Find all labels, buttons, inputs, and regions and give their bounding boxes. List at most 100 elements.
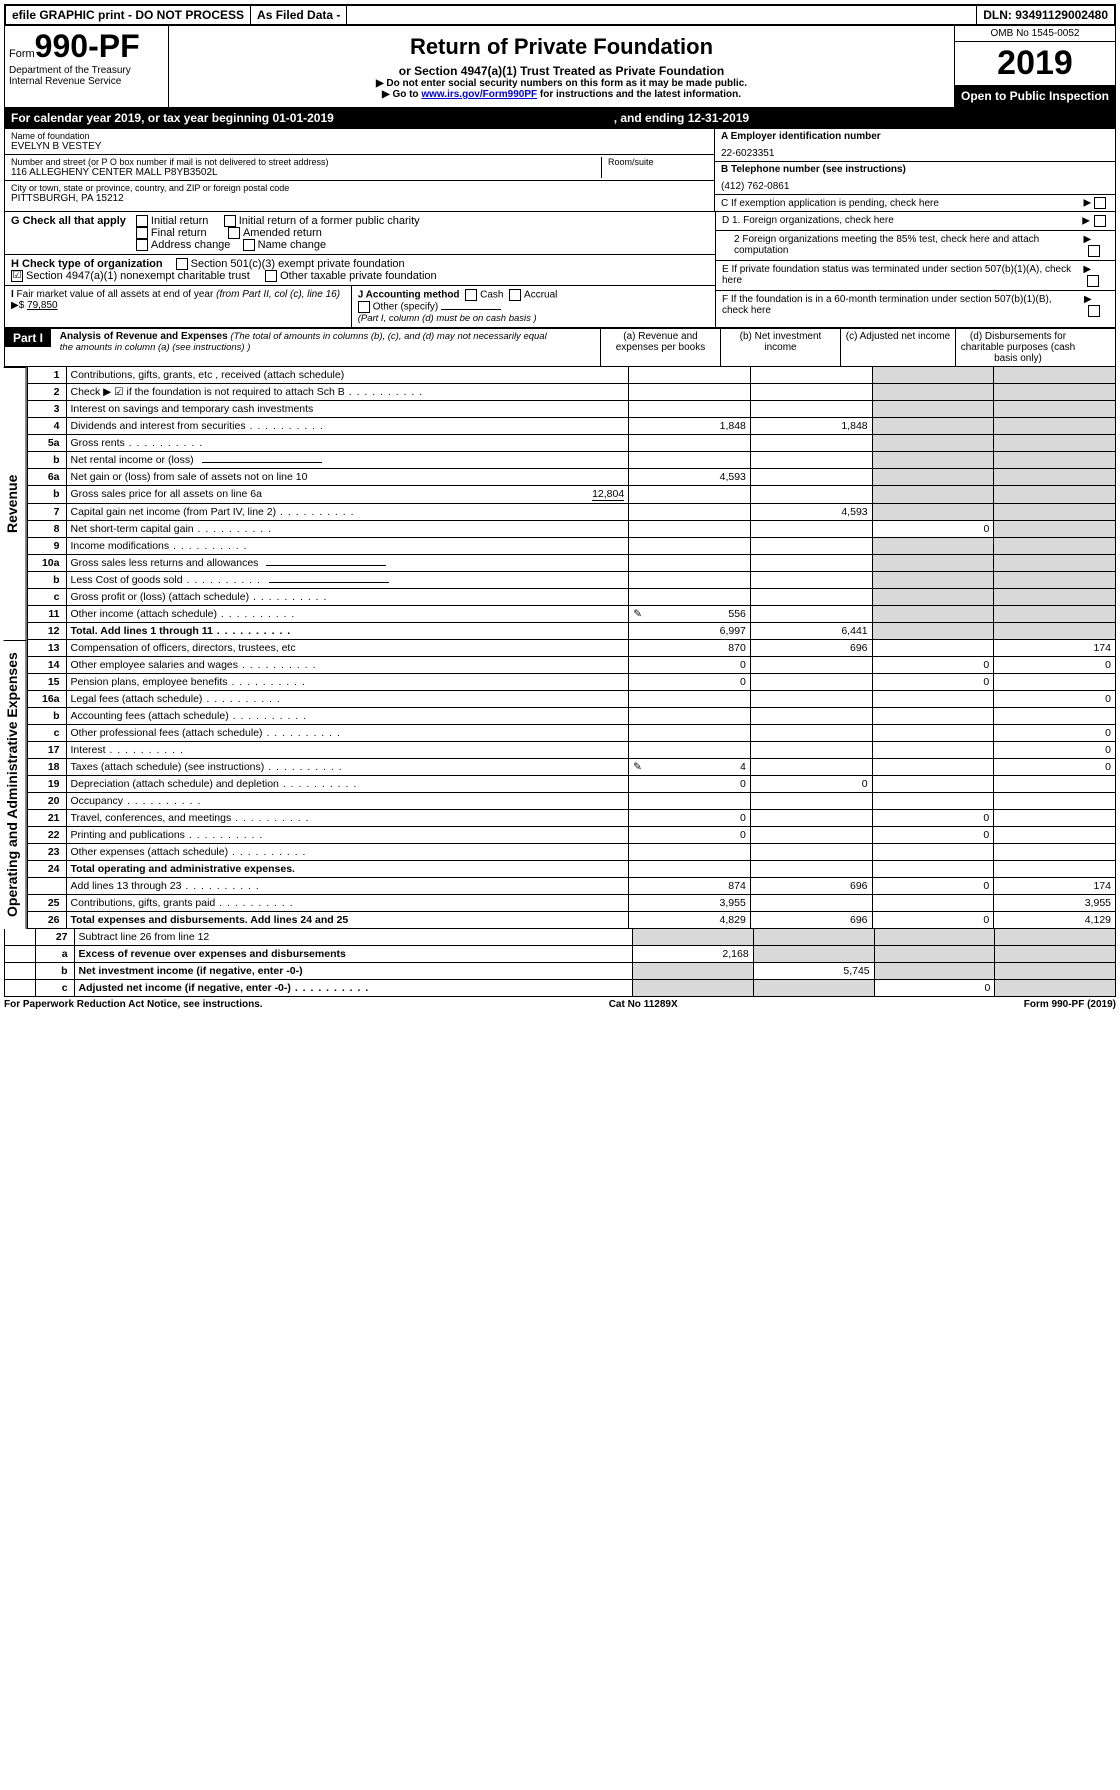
row-num: 12 [27, 623, 66, 640]
col-c-cell [874, 929, 995, 946]
f-chk[interactable] [1088, 305, 1100, 317]
col-d-header: (d) Disbursements for charitable purpose… [956, 329, 1080, 366]
g-chk-final[interactable] [136, 227, 148, 239]
col-a-cell: ✎4 [629, 759, 751, 776]
h-chk-4947[interactable]: ☑ [11, 270, 23, 282]
col-c-cell [872, 844, 994, 861]
col-b-cell [750, 555, 872, 572]
col-b-cell: 6,441 [750, 623, 872, 640]
spacer-cell [5, 946, 36, 963]
j-cash-chk[interactable] [465, 289, 477, 301]
dln-value: 93491129002480 [1015, 8, 1108, 22]
row-desc: Subtract line 26 from line 12 [74, 929, 632, 946]
table-row: bNet rental income or (loss) [27, 452, 1115, 469]
footer-right-a: Form [1024, 999, 1052, 1010]
g-h-i-j-block: G Check all that apply Initial return In… [4, 212, 1116, 328]
e-label: E If private foundation status was termi… [722, 264, 1079, 286]
col-c-cell [872, 861, 994, 878]
j-accrual-chk[interactable] [509, 289, 521, 301]
left-ghij: G Check all that apply Initial return In… [5, 212, 716, 327]
col-c-cell: 0 [872, 912, 994, 929]
row-num: b [27, 572, 66, 589]
col-a-cell [629, 538, 751, 555]
c-checkbox[interactable] [1094, 197, 1106, 209]
col-c-cell: 0 [872, 674, 994, 691]
g-chk-initial[interactable] [136, 215, 148, 227]
irs-link[interactable]: www.irs.gov/Form990PF [421, 89, 537, 100]
row-desc: Gross rents [66, 435, 629, 452]
col-a-cell: 6,997 [629, 623, 751, 640]
asfiled-label: As Filed Data - [251, 6, 347, 24]
col-a-cell [632, 929, 753, 946]
col-b-cell [750, 844, 872, 861]
row-num: 18 [27, 759, 66, 776]
footer: For Paperwork Reduction Act Notice, see … [4, 997, 1116, 1012]
d1-chk[interactable] [1094, 215, 1106, 227]
row-desc: Accounting fees (attach schedule) [66, 708, 629, 725]
phone-label: B Telephone number (see instructions) [721, 164, 906, 175]
e-chk[interactable] [1087, 275, 1099, 287]
col-d-cell [994, 521, 1116, 538]
row-desc: Gross sales price for all assets on line… [66, 486, 629, 504]
col-c-cell [872, 504, 994, 521]
col-c-cell [872, 384, 994, 401]
row-num: 10a [27, 555, 66, 572]
efile-label: efile GRAPHIC print - DO NOT PROCESS [6, 6, 251, 24]
table-row: 22Printing and publications00 [27, 827, 1115, 844]
col-c-cell [872, 606, 994, 623]
h-opt3: Other taxable private foundation [280, 270, 437, 282]
d2-chk[interactable] [1088, 245, 1100, 257]
row-desc: Income modifications [66, 538, 629, 555]
row-desc: Total operating and administrative expen… [66, 861, 629, 878]
h-chk-other[interactable] [265, 270, 277, 282]
col-d-cell [994, 538, 1116, 555]
col-a-cell [629, 589, 751, 606]
col-b-cell [753, 929, 874, 946]
col-d-cell: 3,955 [994, 895, 1116, 912]
dln-label: DLN: [983, 8, 1012, 22]
row-num: 16a [27, 691, 66, 708]
col-b-cell [750, 384, 872, 401]
row-desc: Net rental income or (loss) [66, 452, 629, 469]
col-c-cell: 0 [872, 827, 994, 844]
col-b-cell [750, 759, 872, 776]
info-right: A Employer identification number 22-6023… [715, 129, 1115, 211]
i-cell: I Fair market value of all assets at end… [5, 286, 352, 327]
table-row: 13Compensation of officers, directors, t… [27, 640, 1115, 657]
col-a-cell [629, 521, 751, 538]
col-d-cell [995, 963, 1116, 980]
table-row: 16aLegal fees (attach schedule)0 [27, 691, 1115, 708]
row-num: 25 [27, 895, 66, 912]
subtitle: or Section 4947(a)(1) Trust Treated as P… [173, 64, 950, 78]
col-a-cell [632, 980, 753, 997]
g-chk-amended[interactable] [228, 227, 240, 239]
g-chk-name[interactable] [243, 239, 255, 251]
row-desc: Adjusted net income (if negative, enter … [74, 980, 632, 997]
row-desc: Less Cost of goods sold [66, 572, 629, 589]
footer-right-c: (2019) [1084, 999, 1116, 1010]
table-row: 24Total operating and administrative exp… [27, 861, 1115, 878]
row-num: 26 [27, 912, 66, 929]
expense-table: 13Compensation of officers, directors, t… [27, 640, 1116, 929]
expense-label: Operating and Administrative Expenses [4, 640, 27, 929]
col-d-cell: 4,129 [994, 912, 1116, 929]
row-desc: Printing and publications [66, 827, 629, 844]
col-c-cell [872, 708, 994, 725]
footer-right: Form 990-PF (2019) [1024, 999, 1116, 1010]
pencil-icon: ✎ [633, 761, 642, 773]
g-chk-address[interactable] [136, 239, 148, 251]
col-b-cell [750, 793, 872, 810]
g-chk-initial-public[interactable] [224, 215, 236, 227]
calendar-year-row: For calendar year 2019, or tax year begi… [4, 108, 1116, 129]
table-row: cGross profit or (loss) (attach schedule… [27, 589, 1115, 606]
name-cell: Name of foundation EVELYN B VESTEY [5, 129, 714, 155]
col-a-cell [629, 384, 751, 401]
col-a-cell: 0 [629, 657, 751, 674]
table-row: 23Other expenses (attach schedule) [27, 844, 1115, 861]
h-chk-501c3[interactable] [176, 258, 188, 270]
addr-value: 116 ALLEGHENY CENTER MALL P8YB3502L [11, 167, 601, 178]
j-accrual: Accrual [524, 290, 557, 301]
spacer-cell [5, 963, 36, 980]
j-other-chk[interactable] [358, 301, 370, 313]
col-c-cell: 0 [872, 878, 994, 895]
